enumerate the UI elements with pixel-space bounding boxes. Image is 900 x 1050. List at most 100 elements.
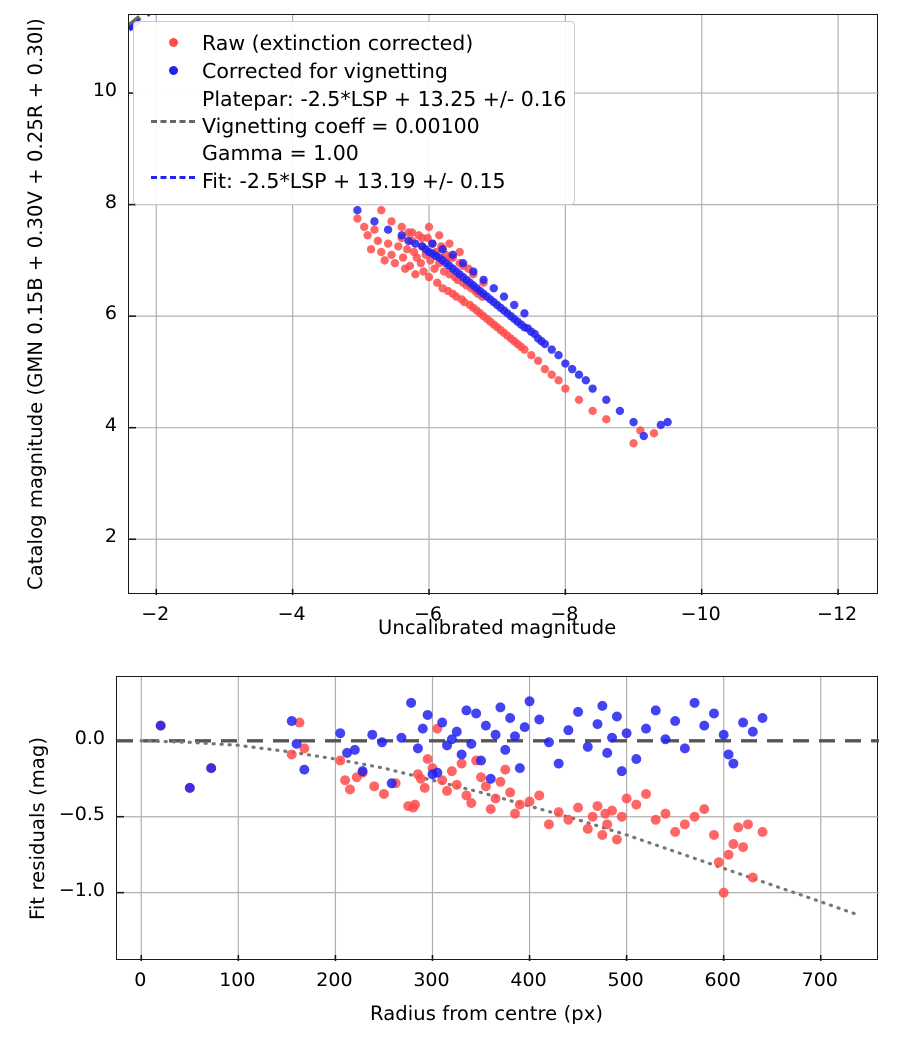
data-point — [373, 236, 383, 246]
data-point — [417, 723, 428, 734]
data-point — [490, 793, 501, 804]
data-point — [419, 267, 428, 276]
data-point — [299, 743, 310, 754]
data-point — [366, 245, 376, 254]
data-point — [485, 804, 496, 815]
data-point — [349, 744, 360, 755]
data-point — [723, 849, 734, 860]
data-point — [588, 406, 597, 416]
data-point — [679, 819, 690, 830]
data-point — [286, 716, 297, 727]
legend-item-fit: Fit: -2.5*LSP + 13.19 +/- 0.15 — [144, 167, 564, 195]
data-point — [480, 720, 491, 731]
data-point — [553, 807, 564, 818]
data-point — [534, 714, 545, 725]
axis-tick-label: 200 — [316, 969, 353, 991]
data-point — [466, 738, 477, 749]
bottom-panel-y-axis-label: Fit residuals (mag) — [26, 736, 49, 920]
data-point — [615, 406, 625, 416]
axis-tick-label: −4 — [277, 603, 306, 625]
data-point — [415, 773, 426, 784]
data-point — [363, 231, 372, 240]
data-point — [639, 431, 648, 441]
data-point — [335, 728, 346, 739]
top-panel-x-axis-label: Uncalibrated magnitude — [378, 616, 617, 639]
data-point — [451, 779, 462, 790]
axis-tick-label: 600 — [704, 969, 741, 991]
data-point — [406, 697, 417, 708]
data-point — [435, 231, 444, 240]
data-point — [424, 222, 434, 232]
legend-item-corrected: Corrected for vignetting — [144, 57, 564, 85]
data-point — [476, 755, 487, 766]
data-point — [424, 272, 434, 282]
data-point — [747, 872, 758, 883]
data-point — [582, 823, 593, 834]
data-point — [344, 784, 355, 795]
legend-marker-corrected-icon — [144, 57, 202, 75]
data-point — [476, 772, 487, 783]
data-point — [377, 247, 386, 257]
data-point — [446, 734, 457, 745]
data-point — [394, 242, 403, 251]
axis-tick-label: 6 — [104, 302, 117, 325]
data-point — [728, 839, 739, 850]
data-point — [713, 857, 724, 868]
bottom-panel-canvas — [117, 677, 879, 961]
data-point — [353, 214, 362, 223]
data-point — [471, 708, 482, 719]
data-point — [386, 778, 397, 789]
data-point — [514, 799, 525, 810]
data-point — [405, 261, 415, 271]
data-point — [442, 785, 453, 796]
data-point — [342, 747, 353, 758]
data-point — [419, 782, 430, 793]
legend-item-raw: Raw (extinction corrected) — [144, 29, 564, 57]
data-point — [738, 842, 749, 853]
data-point — [451, 726, 462, 737]
axis-tick-label: 500 — [607, 969, 644, 991]
data-point — [602, 415, 611, 424]
data-point — [656, 420, 666, 430]
data-point — [573, 802, 584, 813]
data-point — [404, 236, 413, 246]
data-point — [499, 292, 509, 301]
data-point — [411, 239, 420, 248]
legend-label-raw: Raw (extinction corrected) — [202, 31, 474, 55]
data-point — [574, 395, 584, 405]
data-point — [412, 743, 423, 754]
data-point — [370, 217, 379, 226]
data-point — [561, 359, 570, 368]
data-point — [432, 767, 443, 778]
data-point — [540, 364, 550, 374]
legend-label-corrected: Corrected for vignetting — [202, 59, 448, 83]
data-point — [446, 766, 457, 777]
axis-tick-label: 300 — [413, 969, 450, 991]
data-point — [554, 376, 563, 385]
data-point — [432, 278, 442, 287]
data-point — [428, 239, 437, 248]
axis-tick-label: 0 — [134, 969, 147, 991]
data-point — [456, 758, 467, 769]
legend-label-fit: Fit: -2.5*LSP + 13.19 +/- 0.15 — [202, 169, 506, 193]
axis-tick-label: −6 — [413, 603, 443, 625]
axis-tick-label: −8 — [550, 603, 579, 625]
data-point — [396, 732, 407, 743]
data-point — [629, 439, 638, 448]
data-point — [588, 384, 597, 393]
data-point — [480, 781, 491, 792]
data-point — [757, 826, 768, 837]
data-point — [587, 811, 598, 822]
axis-tick-label: −2 — [141, 603, 170, 625]
legend-item-platepar: Platepar: -2.5*LSP + 13.25 +/- 0.16 Vign… — [144, 85, 566, 167]
data-point — [621, 793, 632, 804]
data-point — [718, 729, 729, 740]
data-point — [410, 799, 421, 810]
data-point — [520, 345, 529, 354]
data-point — [466, 798, 477, 809]
data-point — [649, 429, 659, 438]
data-point — [631, 799, 642, 810]
data-point — [563, 814, 574, 825]
data-point — [461, 790, 472, 801]
